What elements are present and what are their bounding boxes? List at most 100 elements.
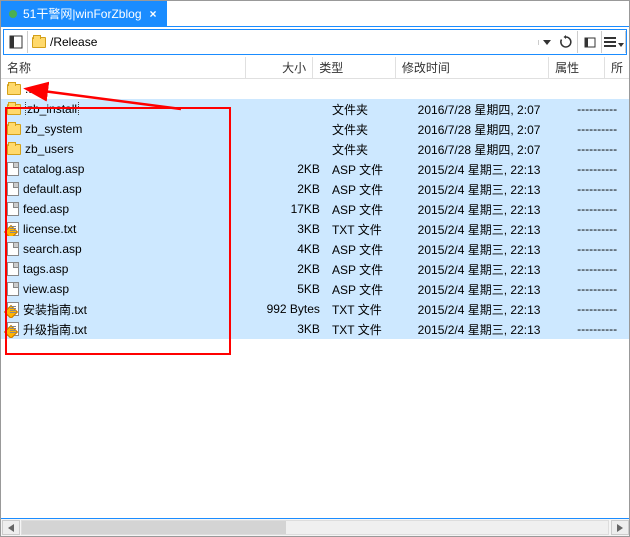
folder-icon: [7, 84, 21, 95]
refresh-button[interactable]: [554, 31, 578, 53]
folder-icon: [32, 37, 46, 48]
text-file-icon: [7, 222, 19, 236]
file-name: search.asp: [23, 242, 82, 256]
cell-date: 2015/2/4 星期三, 22:13: [412, 221, 571, 238]
cell-type: 文件夹: [326, 101, 412, 118]
home-button[interactable]: [578, 31, 602, 53]
scroll-track[interactable]: [21, 520, 609, 535]
table-row[interactable]: zb_system文件夹2016/7/28 星期四, 2:07---------…: [1, 119, 629, 139]
cell-size: 17KB: [256, 202, 326, 216]
table-row[interactable]: tags.asp2KBASP 文件2015/2/4 星期三, 22:13----…: [1, 259, 629, 279]
cell-size: 992 Bytes: [256, 302, 326, 316]
toolbar: /Release: [3, 29, 627, 55]
cell-size: 3KB: [256, 322, 326, 336]
path-bar[interactable]: /Release: [28, 35, 538, 49]
file-name: ..: [25, 82, 32, 96]
folder-icon: [7, 124, 21, 135]
header-date[interactable]: 修改时间: [396, 57, 549, 78]
cell-type: ASP 文件: [326, 241, 412, 258]
cell-name: catalog.asp: [1, 162, 256, 176]
cell-name: feed.asp: [1, 202, 256, 216]
folder-icon: [7, 104, 21, 115]
cell-attr: ----------: [571, 202, 629, 216]
cell-attr: ----------: [571, 142, 629, 156]
cell-size: 2KB: [256, 262, 326, 276]
file-name: feed.asp: [23, 202, 69, 216]
cell-date: 2015/2/4 星期三, 22:13: [412, 161, 571, 178]
table-row[interactable]: default.asp2KBASP 文件2015/2/4 星期三, 22:13-…: [1, 179, 629, 199]
folder-icon: [7, 144, 21, 155]
table-row[interactable]: search.asp4KBASP 文件2015/2/4 星期三, 22:13--…: [1, 239, 629, 259]
cell-date: 2016/7/28 星期四, 2:07: [412, 121, 571, 138]
column-headers: 名称 大小 类型 修改时间 属性 所: [1, 57, 629, 79]
cell-type: 文件夹: [326, 141, 412, 158]
cell-date: 2015/2/4 星期三, 22:13: [412, 321, 571, 338]
table-row[interactable]: zb_install文件夹2016/7/28 星期四, 2:07--------…: [1, 99, 629, 119]
scroll-right-button[interactable]: [611, 520, 629, 535]
table-row[interactable]: license.txt 3KBTXT 文件2015/2/4 星期三, 22:13-…: [1, 219, 629, 239]
status-dot-icon: [9, 10, 17, 18]
file-name: view.asp: [23, 282, 69, 296]
table-row[interactable]: 升级指南.txt3KBTXT 文件2015/2/4 星期三, 22:13----…: [1, 319, 629, 339]
cell-name: default.asp: [1, 182, 256, 196]
scroll-left-button[interactable]: [2, 520, 20, 535]
file-name: default.asp: [23, 182, 82, 196]
cell-attr: ----------: [571, 102, 629, 116]
layout-toggle-button[interactable]: [4, 31, 28, 53]
table-row[interactable]: 安装指南.txt 992 BytesTXT 文件2015/2/4 星期三, 22:…: [1, 299, 629, 319]
table-row[interactable]: catalog.asp2KBASP 文件2015/2/4 星期三, 22:13-…: [1, 159, 629, 179]
cell-attr: ----------: [571, 222, 629, 236]
cell-type: TXT 文件: [326, 301, 412, 318]
table-row[interactable]: ..: [1, 79, 629, 99]
cell-date: 2015/2/4 星期三, 22:13: [412, 281, 571, 298]
cell-type: ASP 文件: [326, 201, 412, 218]
file-icon: [7, 242, 19, 256]
cell-name: zb_install: [1, 102, 256, 116]
cell-size: 4KB: [256, 242, 326, 256]
cell-type: ASP 文件: [326, 181, 412, 198]
file-name: 升级指南.txt: [23, 321, 87, 338]
file-name: zb_install: [25, 102, 79, 116]
file-icon: [7, 202, 19, 216]
cell-name: zb_users: [1, 142, 256, 156]
table-row[interactable]: feed.asp17KBASP 文件2015/2/4 星期三, 22:13---…: [1, 199, 629, 219]
cell-name: zb_system: [1, 122, 256, 136]
file-icon: [7, 182, 19, 196]
cell-name: view.asp: [1, 282, 256, 296]
file-list: ..zb_install文件夹2016/7/28 星期四, 2:07------…: [1, 79, 629, 518]
header-name[interactable]: 名称: [1, 57, 246, 78]
file-name: 安装指南.txt: [23, 301, 87, 318]
cell-size: 2KB: [256, 182, 326, 196]
view-mode-button[interactable]: [602, 31, 626, 53]
scroll-thumb[interactable]: [22, 521, 286, 534]
file-name: zb_users: [25, 142, 74, 156]
cell-type: 文件夹: [326, 121, 412, 138]
cell-name: 升级指南.txt: [1, 321, 256, 338]
header-owner[interactable]: 所: [605, 57, 629, 78]
text-file-icon: [7, 302, 19, 316]
cell-attr: ----------: [571, 182, 629, 196]
cell-name: 安装指南.txt: [1, 301, 256, 318]
header-type[interactable]: 类型: [313, 57, 396, 78]
table-row[interactable]: view.asp5KBASP 文件2015/2/4 星期三, 22:13----…: [1, 279, 629, 299]
table-row[interactable]: zb_users文件夹2016/7/28 星期四, 2:07----------: [1, 139, 629, 159]
header-attr[interactable]: 属性: [549, 57, 605, 78]
text-file-icon: [7, 322, 19, 336]
file-name: license.txt: [23, 222, 76, 236]
cell-type: TXT 文件: [326, 221, 412, 238]
cell-attr: ----------: [571, 282, 629, 296]
tab-active[interactable]: 51干警网|winForZblog ×: [1, 1, 167, 26]
cell-attr: ----------: [571, 302, 629, 316]
file-name: zb_system: [25, 122, 82, 136]
path-dropdown-button[interactable]: [538, 40, 554, 45]
file-icon: [7, 162, 19, 176]
close-icon[interactable]: ×: [148, 7, 159, 21]
cell-date: 2015/2/4 星期三, 22:13: [412, 301, 571, 318]
file-name: tags.asp: [23, 262, 68, 276]
cell-date: 2015/2/4 星期三, 22:13: [412, 261, 571, 278]
cell-size: 2KB: [256, 162, 326, 176]
cell-attr: ----------: [571, 262, 629, 276]
horizontal-scrollbar[interactable]: [1, 518, 629, 536]
header-size[interactable]: 大小: [246, 57, 313, 78]
cell-size: 3KB: [256, 222, 326, 236]
